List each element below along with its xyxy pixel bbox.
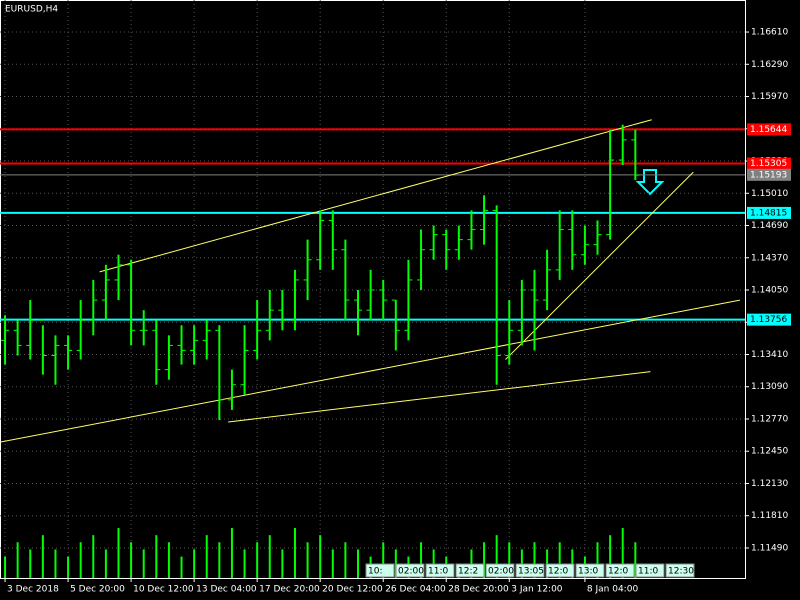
- y-tick-label: 1.14690: [751, 221, 788, 231]
- x-tick-label: 28 Dec 20:00: [448, 585, 509, 595]
- time-mark: 11:0: [638, 567, 658, 577]
- time-mark-box: [515, 563, 545, 578]
- time-mark-box: [395, 563, 425, 578]
- trendline: [99, 119, 652, 273]
- time-mark: 02:00: [488, 567, 514, 577]
- level-label: 1.14815: [750, 208, 787, 218]
- x-tick-label: 3 Jan 12:00: [511, 585, 563, 595]
- time-mark-box: [665, 563, 695, 578]
- time-mark: 11:0: [428, 567, 448, 577]
- time-mark: 12:2: [458, 567, 478, 577]
- x-tick-label: 8 Jan 04:00: [587, 585, 639, 595]
- y-tick-label: 1.16610: [751, 28, 788, 38]
- y-tick-label: 1.14050: [751, 286, 788, 296]
- y-tick-label: 1.12130: [751, 479, 788, 489]
- y-tick-label: 1.11490: [751, 543, 788, 553]
- time-mark: 12:0: [608, 567, 628, 577]
- y-tick-label: 1.11810: [751, 511, 788, 521]
- time-mark: 02:00: [398, 567, 424, 577]
- y-tick-label: 1.12450: [751, 447, 788, 457]
- x-tick-label: 17 Dec 20:00: [259, 585, 320, 595]
- time-mark: 10:: [368, 567, 382, 577]
- time-mark: 12:30: [668, 567, 694, 577]
- y-tick-label: 1.13410: [751, 350, 788, 360]
- x-tick-label: 10 Dec 12:00: [133, 585, 194, 595]
- time-mark-box: [605, 563, 635, 578]
- trendline: [228, 371, 651, 423]
- y-tick-label: 1.15970: [751, 92, 788, 102]
- level-label-box: [747, 313, 791, 326]
- y-tick-label: 1.16290: [751, 60, 788, 70]
- time-mark: 13:0: [578, 567, 598, 577]
- trendline: [505, 171, 694, 360]
- time-mark: 12:0: [548, 567, 568, 577]
- x-tick-label: 3 Dec 2018: [7, 585, 59, 595]
- y-tick-label: 1.13090: [751, 382, 788, 392]
- level-label: 1.15644: [750, 125, 787, 135]
- time-mark-box: [455, 563, 485, 578]
- level-label-box: [747, 168, 791, 181]
- y-tick-label: 1.15010: [751, 189, 788, 199]
- time-mark-box: [365, 563, 395, 578]
- x-tick-label: 13 Dec 04:00: [196, 585, 257, 595]
- level-label-box: [747, 157, 791, 170]
- time-mark-box: [485, 563, 515, 578]
- y-tick-label: 1.14370: [751, 253, 788, 263]
- time-mark-box: [635, 563, 665, 578]
- chart-title: EURUSD,H4: [5, 5, 58, 15]
- level-label: 1.13756: [750, 315, 787, 325]
- time-mark-box: [575, 563, 605, 578]
- time-mark: 13:05: [518, 567, 544, 577]
- x-tick-label: 26 Dec 04:00: [385, 585, 446, 595]
- x-tick-label: 20 Dec 12:00: [322, 585, 383, 595]
- level-label-box: [747, 206, 791, 219]
- level-label: 1.15305: [750, 159, 787, 169]
- trendline: [0, 299, 741, 443]
- level-label-box: [747, 123, 791, 136]
- time-mark-box: [545, 563, 575, 578]
- plot-frame: [0, 0, 746, 579]
- time-mark-box: [425, 563, 455, 578]
- level-label: 1.15193: [750, 170, 787, 180]
- x-tick-label: 5 Dec 20:00: [70, 585, 125, 595]
- sell-arrow: [635, 169, 665, 196]
- y-tick-label: 1.12770: [751, 414, 788, 424]
